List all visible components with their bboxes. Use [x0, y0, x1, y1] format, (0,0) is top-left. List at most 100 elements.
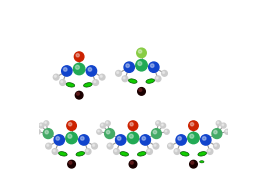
Circle shape	[36, 130, 38, 132]
Circle shape	[43, 129, 53, 139]
Circle shape	[221, 123, 226, 128]
Circle shape	[99, 74, 105, 80]
Circle shape	[40, 124, 41, 126]
Circle shape	[127, 132, 139, 144]
Circle shape	[35, 129, 40, 134]
Circle shape	[129, 160, 137, 168]
Circle shape	[169, 144, 171, 146]
Ellipse shape	[138, 152, 146, 156]
Circle shape	[68, 134, 72, 138]
Circle shape	[54, 75, 56, 77]
Circle shape	[188, 132, 199, 144]
Circle shape	[148, 150, 150, 152]
Circle shape	[165, 130, 167, 132]
Circle shape	[81, 137, 84, 140]
Circle shape	[92, 143, 97, 149]
Circle shape	[68, 123, 72, 126]
Ellipse shape	[200, 161, 204, 163]
Circle shape	[222, 124, 224, 126]
Circle shape	[75, 91, 83, 99]
Circle shape	[100, 75, 102, 77]
Circle shape	[147, 149, 152, 154]
Circle shape	[153, 130, 157, 134]
Circle shape	[161, 124, 163, 126]
Circle shape	[114, 149, 119, 154]
Circle shape	[115, 150, 117, 152]
Circle shape	[86, 66, 97, 76]
Ellipse shape	[66, 83, 75, 87]
Circle shape	[66, 132, 77, 144]
Circle shape	[101, 124, 103, 126]
Circle shape	[97, 129, 102, 134]
Circle shape	[44, 121, 49, 126]
Circle shape	[190, 160, 197, 168]
Circle shape	[105, 129, 114, 139]
Circle shape	[138, 88, 145, 95]
Circle shape	[122, 76, 128, 82]
Circle shape	[117, 137, 121, 140]
Circle shape	[157, 122, 158, 123]
Ellipse shape	[120, 152, 128, 156]
Ellipse shape	[84, 83, 92, 87]
Circle shape	[174, 149, 180, 154]
Circle shape	[86, 150, 88, 152]
Circle shape	[94, 81, 96, 83]
Circle shape	[168, 143, 173, 149]
Circle shape	[178, 137, 181, 140]
Circle shape	[207, 149, 213, 154]
Ellipse shape	[198, 152, 206, 156]
Circle shape	[115, 135, 126, 145]
Circle shape	[149, 62, 159, 72]
Circle shape	[68, 160, 75, 168]
Ellipse shape	[128, 79, 137, 83]
Circle shape	[208, 150, 210, 152]
Circle shape	[216, 121, 221, 126]
Circle shape	[129, 134, 133, 138]
Circle shape	[155, 76, 161, 82]
Circle shape	[152, 129, 161, 139]
Circle shape	[106, 130, 110, 134]
Ellipse shape	[76, 152, 85, 156]
Circle shape	[62, 66, 72, 76]
Circle shape	[142, 137, 146, 140]
Circle shape	[76, 54, 79, 57]
Circle shape	[53, 150, 55, 152]
Circle shape	[139, 88, 142, 91]
Circle shape	[191, 161, 194, 164]
Circle shape	[130, 161, 133, 164]
Circle shape	[105, 121, 110, 126]
Circle shape	[140, 135, 151, 145]
Circle shape	[67, 121, 76, 130]
Circle shape	[107, 143, 113, 149]
Ellipse shape	[146, 79, 155, 83]
Circle shape	[137, 48, 146, 58]
Circle shape	[88, 68, 92, 71]
Circle shape	[117, 71, 119, 74]
Circle shape	[126, 64, 130, 67]
Circle shape	[225, 129, 230, 134]
Circle shape	[61, 81, 63, 83]
Circle shape	[212, 129, 222, 139]
Circle shape	[116, 70, 121, 76]
Circle shape	[47, 144, 49, 146]
Circle shape	[56, 137, 60, 140]
Circle shape	[73, 63, 85, 75]
Circle shape	[164, 129, 169, 134]
Circle shape	[74, 52, 84, 61]
Circle shape	[85, 149, 91, 154]
Circle shape	[215, 144, 217, 146]
Circle shape	[214, 130, 217, 134]
Circle shape	[136, 60, 147, 71]
Circle shape	[108, 144, 110, 146]
Circle shape	[156, 77, 158, 79]
Ellipse shape	[59, 152, 67, 156]
Circle shape	[45, 122, 47, 123]
Circle shape	[154, 144, 156, 146]
Circle shape	[64, 68, 67, 71]
Circle shape	[175, 150, 177, 152]
Circle shape	[226, 130, 227, 132]
Circle shape	[53, 74, 59, 80]
Circle shape	[161, 123, 165, 128]
Circle shape	[217, 122, 219, 123]
Ellipse shape	[180, 152, 189, 156]
